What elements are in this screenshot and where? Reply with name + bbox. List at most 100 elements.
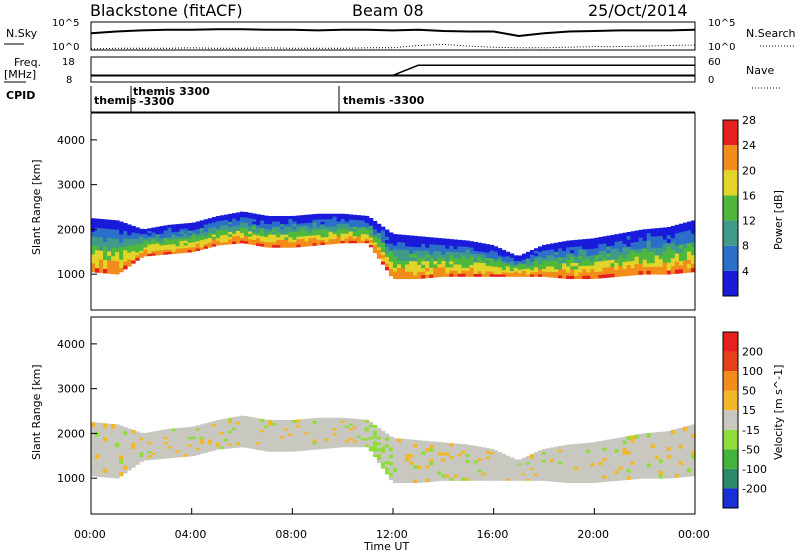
velocity-cell [235, 429, 241, 433]
velocity-cell [562, 463, 567, 468]
velocity-cell [485, 458, 491, 462]
power-cell [449, 257, 454, 262]
power-cell [554, 271, 559, 276]
power-cell [445, 254, 450, 258]
velocity-cell [554, 467, 559, 471]
power-cell [296, 228, 301, 232]
velocity-cell [602, 478, 607, 483]
power-cell [586, 252, 591, 256]
velocity-cell [179, 444, 185, 448]
power-cell [372, 247, 378, 251]
power-cell [477, 262, 482, 266]
velocity-cell [244, 423, 249, 427]
power-cell [264, 218, 269, 222]
power-cell [662, 250, 668, 256]
power-cell [682, 251, 688, 257]
velocity-cell [558, 449, 563, 453]
velocity-cell [119, 459, 124, 464]
velocity-cell [690, 467, 696, 473]
velocity-cell [123, 427, 128, 432]
velocity-cell [497, 470, 503, 474]
power-cell [465, 258, 470, 262]
velocity-cell [268, 427, 273, 431]
velocity-cell [244, 416, 249, 420]
velocity-cell [368, 426, 374, 430]
velocity-cell [505, 457, 511, 461]
velocity-cell [360, 421, 366, 425]
velocity-cell [401, 468, 406, 473]
power-cell [477, 242, 482, 246]
power-cell [388, 254, 394, 259]
power-cell [525, 264, 531, 267]
velocity-cell [509, 467, 515, 470]
power-cell [598, 271, 603, 275]
velocity-cell [135, 456, 140, 460]
velocity-cell [429, 458, 434, 462]
power-cell [260, 220, 265, 224]
power-cell [203, 219, 209, 223]
power-cell [99, 250, 104, 256]
x-tick-label: 00:00 [74, 528, 106, 541]
velocity-cell [417, 450, 422, 455]
velocity-cell [356, 423, 362, 427]
cpid-segment-3: themis -3300 [343, 94, 425, 107]
power-cell [570, 240, 575, 244]
velocity-cell [179, 449, 185, 453]
power-cell [280, 226, 285, 230]
power-cell [509, 266, 515, 270]
power-cell [429, 270, 434, 275]
velocity-cell [328, 442, 333, 446]
velocity-cell [566, 466, 571, 471]
power-cell [284, 242, 289, 246]
velocity-cell [409, 446, 414, 451]
velocity-cell [662, 447, 668, 452]
power-cell [312, 214, 317, 218]
power-cell [513, 258, 519, 261]
velocity-cell [328, 437, 333, 441]
nave-tick-bottom: 0 [708, 75, 714, 86]
power-cell [570, 269, 575, 273]
power-cell [276, 234, 281, 238]
velocity-cell [586, 452, 591, 457]
velocity-cell [340, 444, 346, 448]
velocity-cell [566, 447, 571, 452]
velocity-cell [421, 454, 426, 459]
velocity-cell [546, 448, 551, 452]
velocity-cell [380, 465, 386, 469]
power-cell [586, 272, 591, 276]
power-cell [324, 234, 329, 238]
velocity-cell [477, 460, 482, 464]
power-cell [457, 245, 462, 250]
velocity-cell [135, 447, 140, 452]
velocity-cell [658, 451, 664, 456]
velocity-cell [264, 430, 269, 434]
velocity-cell [409, 464, 414, 469]
x-tick-label: 12:00 [376, 528, 408, 541]
velocity-cell [642, 451, 648, 457]
velocity-cell [288, 427, 293, 431]
colorbar-swatch [723, 429, 738, 450]
velocity-cell [191, 445, 197, 449]
velocity-cell [312, 444, 317, 448]
velocity-cell [252, 425, 257, 429]
power-cell [356, 238, 362, 241]
velocity-cell [586, 442, 591, 447]
velocity-cell [409, 471, 414, 476]
power-cell [690, 267, 696, 273]
power-cell [264, 231, 269, 235]
power-cell [558, 256, 563, 261]
power-cell [332, 236, 338, 240]
power-cell [630, 234, 635, 239]
power-cell [574, 259, 579, 263]
power-cell [256, 242, 261, 246]
velocity-cell [284, 446, 289, 450]
power-cell [574, 268, 579, 273]
velocity-cell [163, 448, 168, 452]
velocity-cell [139, 451, 144, 455]
velocity-cell [304, 423, 309, 428]
velocity-cell [642, 466, 648, 472]
velocity-cell [191, 431, 197, 435]
power-cell [111, 251, 116, 257]
power-cell [566, 246, 571, 251]
